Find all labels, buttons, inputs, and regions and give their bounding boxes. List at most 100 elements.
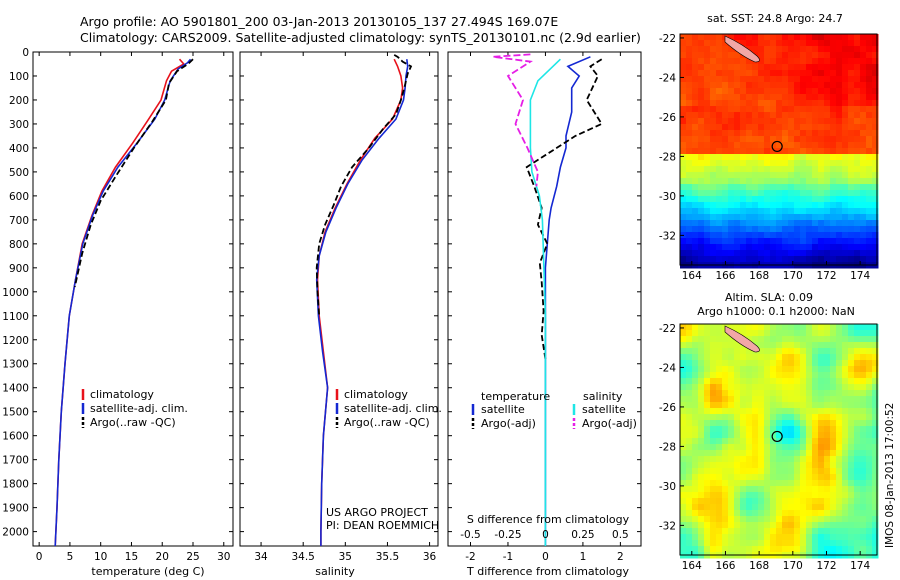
heatmap-cell: [704, 342, 711, 349]
heatmap-cell: [746, 220, 753, 227]
heatmap-cell: [716, 88, 723, 95]
heatmap-cell: [830, 444, 837, 451]
heatmap-cell: [740, 348, 747, 355]
heatmap-cell: [776, 226, 783, 233]
heatmap-cell: [740, 330, 747, 337]
heatmap-cell: [704, 154, 711, 161]
y-tick-label: 400: [9, 143, 29, 155]
heatmap-cell: [872, 184, 879, 191]
heatmap-cell: [752, 354, 759, 361]
heatmap-cell: [848, 52, 855, 59]
heatmap-cell: [872, 40, 879, 47]
heatmap-cell: [800, 160, 807, 167]
heatmap-cell: [794, 232, 801, 239]
heatmap-cell: [872, 160, 879, 167]
heatmap-cell: [872, 52, 879, 59]
heatmap-cell: [746, 136, 753, 143]
heatmap-cell: [716, 76, 723, 83]
heatmap-cell: [794, 226, 801, 233]
heatmap-cell: [800, 396, 807, 403]
heatmap-cell: [866, 190, 873, 197]
heatmap-cell: [686, 528, 693, 535]
heatmap-cell: [818, 534, 825, 541]
heatmap-cell: [752, 112, 759, 119]
heatmap-cell: [758, 82, 765, 89]
heatmap-cell: [842, 94, 849, 101]
heatmap-cell: [872, 82, 879, 89]
heatmap-cell: [698, 504, 705, 511]
heatmap-cell: [692, 58, 699, 65]
heatmap-cell: [842, 540, 849, 547]
heatmap-cell: [842, 124, 849, 131]
heatmap-cell: [854, 52, 861, 59]
heatmap-cell: [764, 372, 771, 379]
heatmap-cell: [842, 360, 849, 367]
heatmap-cell: [728, 154, 735, 161]
heatmap-cell: [806, 366, 813, 373]
heatmap-cell: [788, 124, 795, 131]
heatmap-cell: [794, 202, 801, 209]
heatmap-cell: [734, 76, 741, 83]
heatmap-cell: [836, 492, 843, 499]
heatmap-cell: [734, 178, 741, 185]
heatmap-cell: [752, 474, 759, 481]
heatmap-cell: [692, 534, 699, 541]
heatmap-cell: [770, 40, 777, 47]
heatmap-cell: [734, 136, 741, 143]
heatmap-cell: [872, 148, 879, 155]
heatmap-cell: [812, 432, 819, 439]
heatmap-cell: [692, 384, 699, 391]
heatmap-cell: [764, 342, 771, 349]
heatmap-cell: [842, 52, 849, 59]
heatmap-cell: [686, 438, 693, 445]
heatmap-cell: [752, 438, 759, 445]
heatmap-cell: [734, 52, 741, 59]
heatmap-cell: [680, 372, 687, 379]
heatmap-cell: [854, 214, 861, 221]
heatmap-cell: [836, 106, 843, 113]
heatmap-cell: [836, 408, 843, 415]
heatmap-cell: [770, 342, 777, 349]
heatmap-cell: [746, 546, 753, 553]
heatmap-cell: [752, 414, 759, 421]
heatmap-cell: [818, 384, 825, 391]
heatmap-cell: [740, 184, 747, 191]
heatmap-cell: [752, 148, 759, 155]
heatmap-cell: [818, 52, 825, 59]
heatmap-cell: [824, 130, 831, 137]
heatmap-cell: [842, 130, 849, 137]
heatmap-cell: [794, 384, 801, 391]
heatmap-cell: [860, 76, 867, 83]
heatmap-cell: [698, 70, 705, 77]
heatmap-cell: [740, 498, 747, 505]
heatmap-cell: [848, 166, 855, 173]
heatmap-cell: [680, 408, 687, 415]
heatmap-cell: [746, 510, 753, 517]
heatmap-cell: [800, 468, 807, 475]
heatmap-cell: [818, 504, 825, 511]
heatmap-cell: [866, 64, 873, 71]
heatmap-cell: [722, 178, 729, 185]
heatmap-cell: [836, 438, 843, 445]
heatmap-cell: [746, 498, 753, 505]
heatmap-cell: [806, 528, 813, 535]
heatmap-cell: [824, 46, 831, 53]
heatmap-cell: [866, 342, 873, 349]
heatmap-cell: [704, 366, 711, 373]
heatmap-cell: [836, 82, 843, 89]
heatmap-cell: [860, 510, 867, 517]
heatmap-cell: [782, 522, 789, 529]
heatmap-cell: [812, 456, 819, 463]
heatmap-cell: [854, 202, 861, 209]
heatmap-cell: [830, 456, 837, 463]
heatmap-cell: [752, 94, 759, 101]
heatmap-cell: [848, 342, 855, 349]
heatmap-cell: [830, 238, 837, 245]
heatmap-cell: [812, 34, 819, 41]
heatmap-cell: [854, 112, 861, 119]
heatmap-cell: [770, 330, 777, 337]
heatmap-cell: [680, 184, 687, 191]
heatmap-cell: [746, 256, 753, 263]
heatmap-cell: [758, 528, 765, 535]
heatmap-cell: [800, 360, 807, 367]
